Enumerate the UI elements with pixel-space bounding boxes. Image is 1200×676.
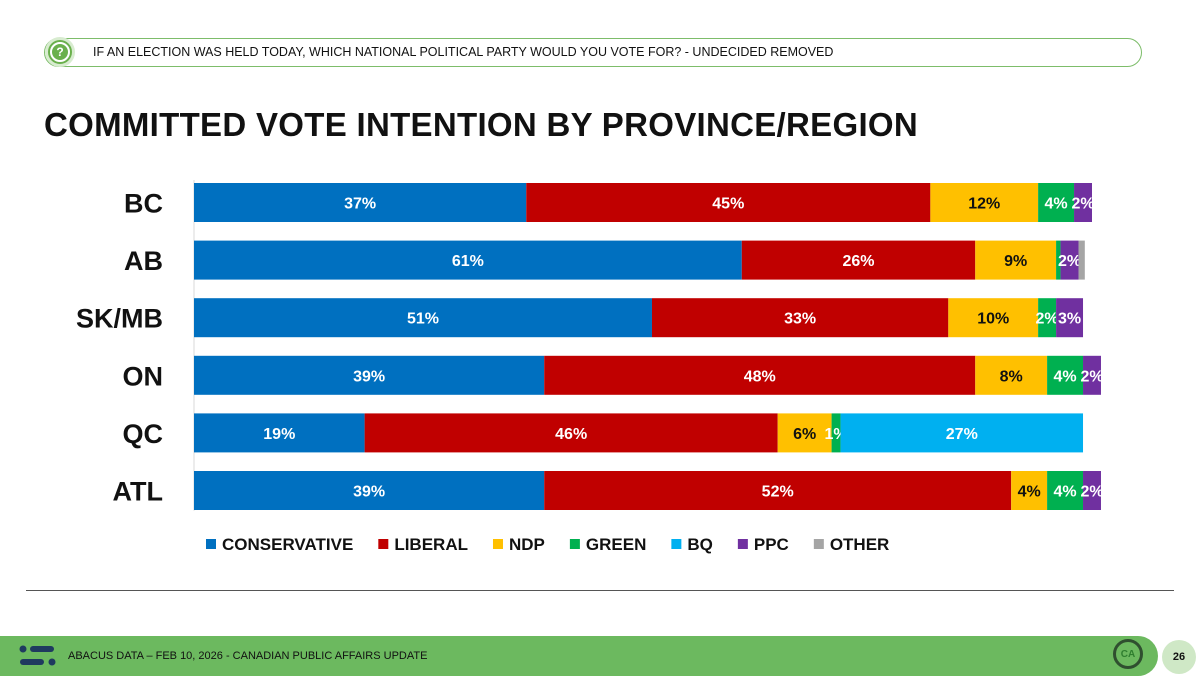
- category-label: ATL: [113, 477, 163, 507]
- data-label: 4%: [1053, 484, 1076, 501]
- bar-segment: [364, 413, 778, 453]
- bar-segment: [651, 298, 949, 338]
- ca-badge-icon: CA: [1113, 639, 1143, 669]
- legend-swatch: [671, 539, 682, 549]
- data-label: 45%: [712, 196, 744, 213]
- category-label: ON: [123, 361, 164, 391]
- data-label: 3%: [1058, 311, 1081, 328]
- category-label: QC: [123, 419, 164, 449]
- bar-segment: [194, 413, 365, 453]
- bar-segment: [1038, 298, 1057, 338]
- bar-segment: [975, 355, 1048, 395]
- bar-segment: [1038, 183, 1075, 222]
- page-title: COMMITTED VOTE INTENTION BY PROVINCE/REG…: [44, 106, 919, 143]
- divider: [26, 590, 1174, 591]
- stacked-bar-chart: BC 37% 45% 12% 4% 2%AB 61% 26% 9% 2%SK/MB 51% 33% 10…: [76, 180, 1103, 554]
- bar-segment: [777, 413, 832, 453]
- data-label: 6%: [793, 426, 816, 443]
- legend-swatch: [206, 539, 216, 549]
- data-label: 51%: [407, 311, 439, 328]
- page-number: 26: [1162, 640, 1196, 674]
- bar-segment: [544, 471, 1012, 510]
- bar-segment: [1056, 298, 1084, 338]
- legend-label: BQ: [687, 535, 713, 554]
- bar-segment: [975, 240, 1057, 280]
- category-label: AB: [124, 246, 163, 276]
- bar-segment: [930, 183, 1039, 222]
- bar-segment: [1056, 240, 1061, 280]
- data-label: 8%: [1000, 368, 1023, 385]
- bar-segment: [194, 355, 545, 395]
- legend-swatch: [813, 539, 824, 549]
- bar-segment: [948, 298, 1039, 338]
- legend-label: PPC: [754, 535, 789, 554]
- data-label: 9%: [1004, 253, 1027, 270]
- bar-segment: [526, 183, 931, 222]
- bar-segment: [194, 240, 742, 280]
- bar-segment: [194, 298, 652, 338]
- bar-segment: [1078, 240, 1085, 280]
- legend-swatch: [378, 539, 389, 549]
- footer-text: ABACUS DATA – FEB 10, 2026 - CANADIAN PU…: [68, 650, 428, 662]
- bar-segment: [1060, 240, 1079, 280]
- bar-segment: [194, 183, 527, 222]
- data-label: 46%: [555, 426, 587, 443]
- question-bar: ? IF AN ELECTION WAS HELD TODAY, WHICH N…: [44, 37, 1142, 67]
- bar-segment: [544, 355, 976, 395]
- data-label: 4%: [1053, 368, 1076, 385]
- bar-segment: [1074, 183, 1092, 222]
- data-label: 61%: [452, 253, 484, 270]
- data-label: 52%: [762, 484, 794, 501]
- data-label: 10%: [977, 311, 1009, 328]
- data-label: 2%: [1071, 196, 1094, 213]
- legend-swatch: [492, 539, 503, 549]
- legend-label: LIBERAL: [394, 535, 468, 554]
- bar-segment: [1011, 471, 1048, 510]
- data-label: 2%: [1036, 311, 1059, 328]
- legend-swatch: [569, 539, 580, 549]
- data-label: 19%: [263, 426, 295, 443]
- data-label: 2%: [1080, 368, 1103, 385]
- survey-question: IF AN ELECTION WAS HELD TODAY, WHICH NAT…: [93, 45, 834, 59]
- data-label: 39%: [353, 484, 385, 501]
- data-label: 27%: [946, 426, 978, 443]
- data-label: 4%: [1018, 484, 1041, 501]
- data-label: 12%: [968, 196, 1000, 213]
- legend-label: NDP: [509, 535, 545, 554]
- bar-segment: [741, 240, 976, 280]
- bar-segment: [1083, 471, 1101, 510]
- category-label: BC: [124, 189, 163, 219]
- legend-label: CONSERVATIVE: [222, 535, 353, 554]
- data-label: 33%: [784, 311, 816, 328]
- data-label: 2%: [1058, 253, 1081, 270]
- data-label: 2%: [1080, 484, 1103, 501]
- category-label: SK/MB: [76, 304, 163, 334]
- data-label: 26%: [843, 253, 875, 270]
- bar-segment: [831, 413, 841, 453]
- legend-label: OTHER: [830, 535, 890, 554]
- bar-segment: [840, 413, 1084, 453]
- legend-swatch: [737, 539, 748, 549]
- data-label: 4%: [1045, 196, 1068, 213]
- bar-segment: [1083, 355, 1101, 395]
- abacus-logo-icon: [19, 645, 56, 666]
- question-mark-icon: ?: [45, 37, 75, 67]
- legend-label: GREEN: [586, 535, 646, 554]
- data-label: 37%: [344, 196, 376, 213]
- data-label: 48%: [744, 368, 776, 385]
- footer: ABACUS DATA – FEB 10, 2026 - CANADIAN PU…: [0, 636, 1158, 676]
- data-label: 39%: [353, 368, 385, 385]
- bar-segment: [194, 471, 545, 510]
- bar-segment: [1047, 471, 1084, 510]
- bar-segment: [1047, 355, 1084, 395]
